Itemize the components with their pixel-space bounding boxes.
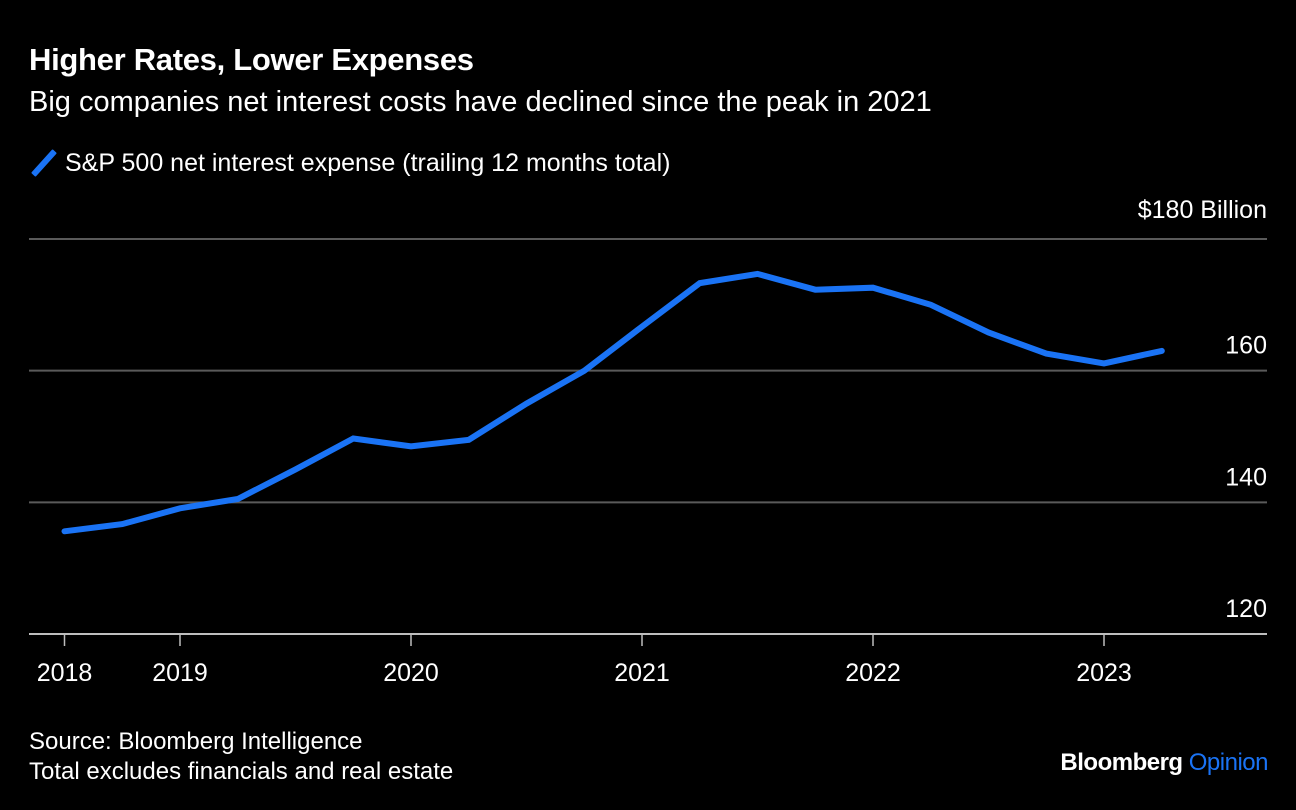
gridlines xyxy=(29,238,1267,635)
legend-label: S&P 500 net interest expense (trailing 1… xyxy=(65,148,671,177)
source-text: Source: Bloomberg Intelligence xyxy=(29,728,363,755)
x-axis: 2018 2019 2020 2021 2022 2023 xyxy=(37,634,1132,687)
x-tick-label: 2022 xyxy=(845,659,901,687)
footnote-text: Total excludes financials and real estat… xyxy=(29,758,454,785)
brand-accent: Opinion xyxy=(1188,749,1269,776)
x-tick-label: 2020 xyxy=(383,659,439,687)
series-group xyxy=(61,270,1165,535)
y-tick-label: 140 xyxy=(1225,463,1267,491)
y-tick-labels: 120 140 160 xyxy=(1225,332,1267,623)
chart-title: Higher Rates, Lower Expenses xyxy=(29,42,474,77)
legend: S&P 500 net interest expense (trailing 1… xyxy=(29,148,670,178)
y-unit-label: $180 Billion xyxy=(1137,196,1267,224)
y-tick-label: 120 xyxy=(1225,595,1267,623)
chart-subtitle: Big companies net interest costs have de… xyxy=(29,86,932,118)
source-note: Source: Bloomberg Intelligence Total exc… xyxy=(29,727,453,787)
y-tick-label: 160 xyxy=(1225,332,1267,360)
brand-main: Bloomberg xyxy=(1060,749,1183,776)
x-tick-label: 2019 xyxy=(152,659,208,687)
x-tick-label: 2023 xyxy=(1076,659,1132,687)
series-line xyxy=(61,270,1165,535)
x-tick-label: 2018 xyxy=(37,659,93,687)
brand-logo: Bloomberg Opinion xyxy=(1060,749,1268,777)
x-tick-label: 2021 xyxy=(614,659,670,687)
